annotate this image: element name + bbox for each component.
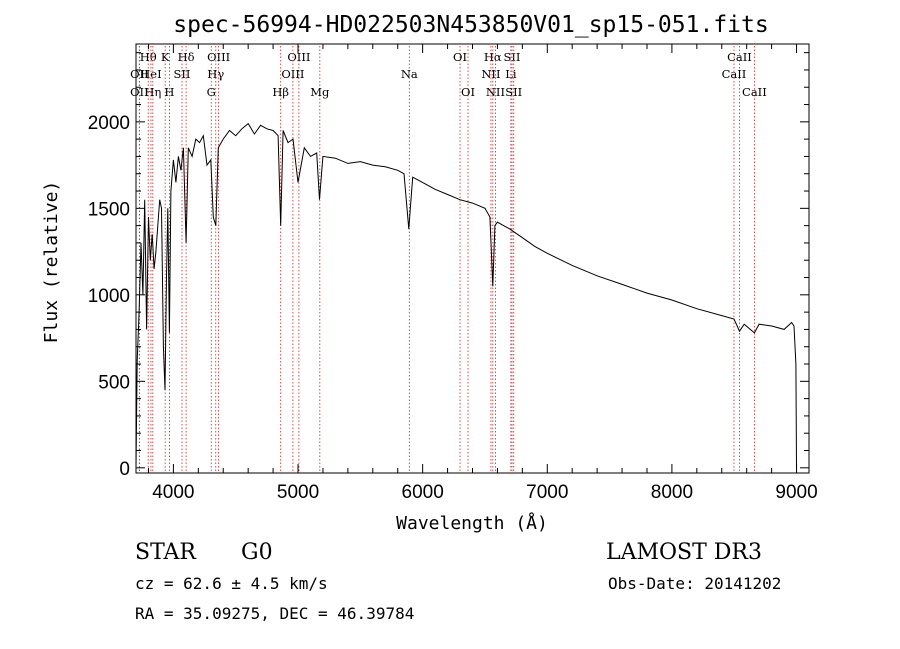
line-marker-label: H xyxy=(164,85,174,99)
line-marker-label: Hβ xyxy=(272,85,289,99)
line-marker-label: HeI xyxy=(140,67,161,81)
line-marker-label: NII xyxy=(481,67,500,81)
chart-title: spec-56994-HD022503N453850V01_sp15-051.f… xyxy=(173,12,768,38)
line-marker-label: Na xyxy=(401,67,418,81)
plot-frame xyxy=(135,43,810,474)
observation-date: Obs-Date: 20141202 xyxy=(608,574,782,593)
object-class: STAR xyxy=(135,540,196,565)
line-marker-label: Hδ xyxy=(178,50,195,64)
y-tick-label: 500 xyxy=(98,372,130,393)
line-marker-label: Mg xyxy=(310,85,330,99)
x-axis: 4000 5000 6000 7000 8000 9000 xyxy=(147,44,818,503)
flux-series-line xyxy=(135,122,797,468)
line-marker-label: OI xyxy=(461,85,475,99)
object-subclass: G0 xyxy=(241,540,273,565)
line-marker-label: SII xyxy=(174,67,191,81)
line-marker-label: OIII xyxy=(287,50,310,64)
y-tick-label: 1500 xyxy=(88,199,130,220)
line-marker-label: Hγ xyxy=(207,67,224,81)
coordinates: RA = 35.09275, DEC = 46.39784 xyxy=(135,604,415,623)
line-marker-label: OIII xyxy=(281,67,304,81)
y-axis-label: Flux (relative) xyxy=(41,181,62,344)
line-marker-label: Hη xyxy=(144,85,161,99)
line-marker-label: CaII xyxy=(722,67,747,81)
line-marker-label: G xyxy=(207,85,216,99)
line-marker-label: Li xyxy=(505,67,517,81)
line-marker-label: NII xyxy=(486,85,505,99)
x-tick-label: 4000 xyxy=(152,482,194,503)
line-marker-label: OI xyxy=(453,50,467,64)
x-tick-label: 6000 xyxy=(402,482,444,503)
line-marker-label: SII xyxy=(504,50,521,64)
x-axis-label: Wavelength (Å) xyxy=(396,512,548,534)
y-tick-label: 2000 xyxy=(88,113,130,134)
redshift-value: cz = 62.6 ± 4.5 km/s xyxy=(135,574,328,593)
line-marker-label: Hθ xyxy=(140,50,157,64)
y-tick-label: 0 xyxy=(119,459,130,480)
x-tick-label: 5000 xyxy=(277,482,319,503)
line-marker-label: SII xyxy=(505,85,522,99)
line-marker-label: CaII xyxy=(742,85,767,99)
line-marker-label: Hα xyxy=(484,50,502,64)
x-tick-label: 9000 xyxy=(775,482,817,503)
survey-name: LAMOST DR3 xyxy=(606,540,762,565)
line-marker-label: OII xyxy=(130,85,149,99)
line-marker-label: OIII xyxy=(207,50,230,64)
x-tick-label: 8000 xyxy=(651,482,693,503)
x-tick-label: 7000 xyxy=(526,482,568,503)
line-marker-label: CaII xyxy=(727,50,752,64)
y-tick-label: 1000 xyxy=(88,286,130,307)
line-marker-label: K xyxy=(161,50,170,64)
y-axis: 0 500 1000 1500 2000 xyxy=(88,52,809,480)
